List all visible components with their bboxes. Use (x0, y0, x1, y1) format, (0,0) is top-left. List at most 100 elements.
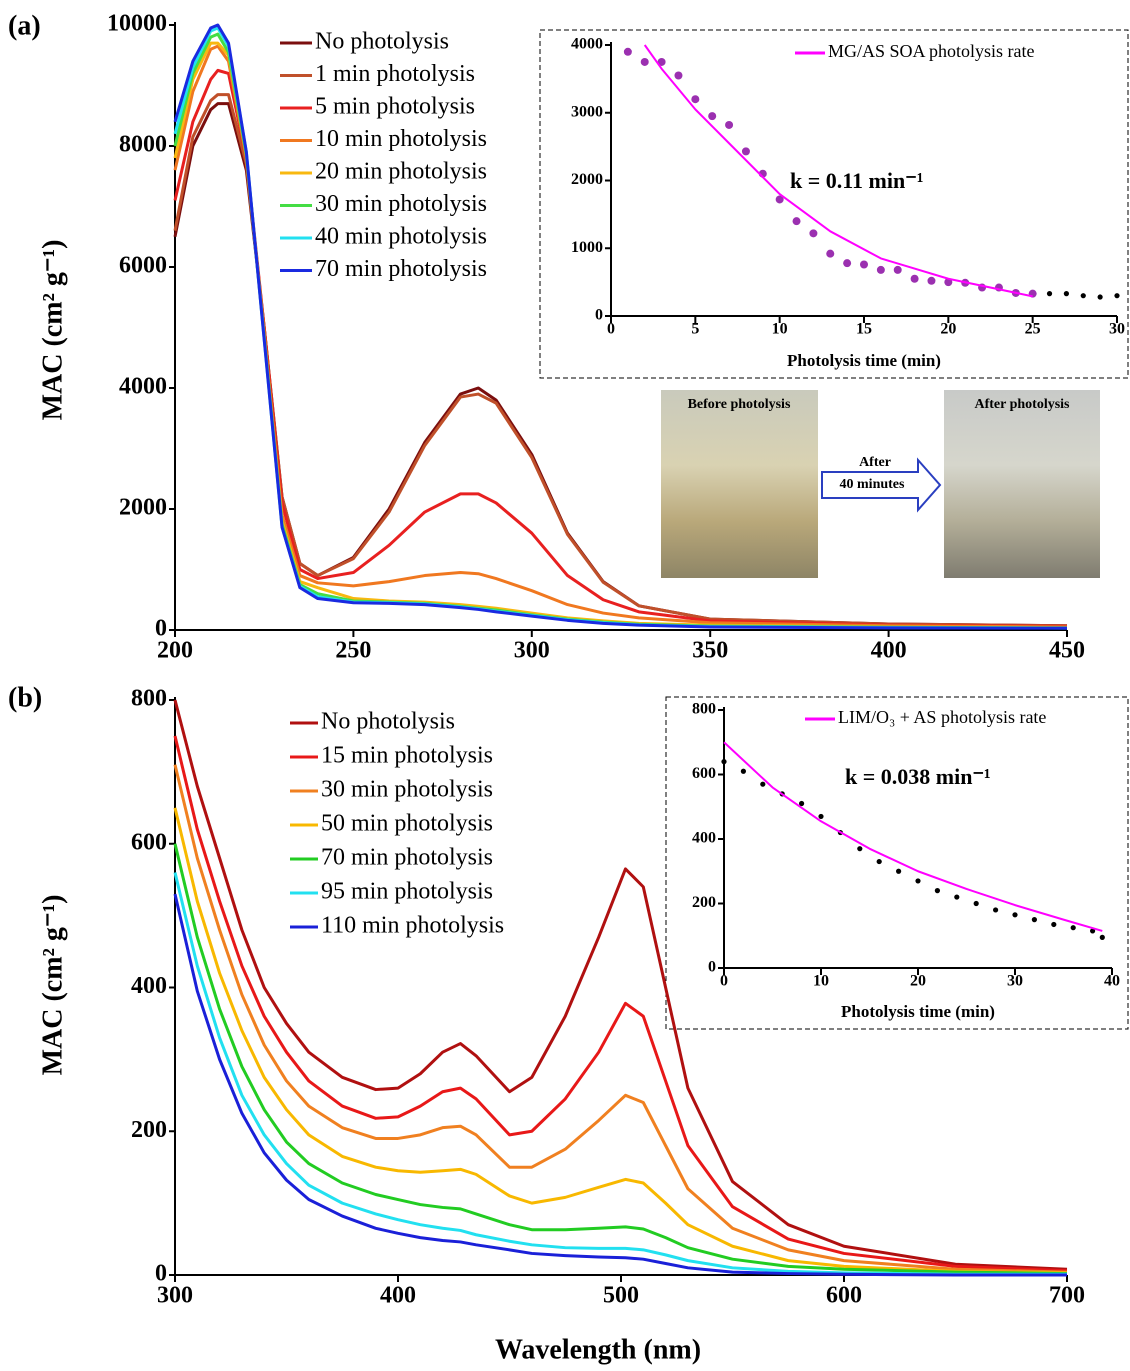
dot (818, 813, 824, 820)
dot (1046, 291, 1053, 297)
y-tick-label: 4000 (119, 374, 167, 400)
x-axis-label: Photolysis time (min) (787, 351, 941, 370)
photo-before (661, 390, 818, 578)
series-line (173, 807, 1068, 1275)
legend-label: 10 min photolysis (315, 126, 487, 152)
marker (623, 47, 632, 56)
y-tick-label: 1000 (571, 239, 603, 256)
x-tick-label: 30 (1007, 973, 1023, 990)
y-axis-label: MAC (cm² g⁻¹) (37, 895, 68, 1076)
marker (809, 229, 818, 238)
marker (691, 95, 700, 104)
dot (1031, 917, 1037, 923)
legend-label: LIM/O₃ + AS photolysis rate (838, 707, 1046, 727)
series-line (173, 32, 1068, 630)
legend-label: No photolysis (315, 29, 449, 55)
legend-label: 40 min photolysis (315, 224, 487, 250)
y-tick-label: 0 (708, 959, 716, 976)
dot (721, 759, 727, 765)
panel-label: (b) (8, 682, 42, 713)
marker (775, 195, 784, 204)
dot (1114, 293, 1120, 299)
dot (1090, 928, 1096, 934)
y-tick-label: 800 (131, 686, 167, 712)
x-tick-label: 700 (1049, 1283, 1085, 1309)
series-line (723, 741, 1103, 932)
y-tick-label: 600 (692, 765, 716, 782)
dot (1080, 293, 1086, 299)
series-line (173, 44, 1068, 629)
x-axis-label: Wavelength (nm) (495, 1334, 701, 1365)
marker (927, 276, 936, 285)
x-tick-label: 10 (772, 321, 788, 338)
x-tick-label: 200 (157, 638, 193, 664)
marker (708, 112, 717, 121)
marker (876, 265, 885, 274)
marker (860, 260, 868, 269)
series-line (173, 26, 1068, 630)
y-tick-label: 0 (155, 616, 167, 642)
y-tick-label: 2000 (571, 171, 603, 188)
dot (1099, 934, 1105, 940)
legend-label: No photolysis (321, 709, 455, 735)
legend-label: 95 min photolysis (321, 879, 493, 905)
x-tick-label: 15 (856, 321, 872, 338)
dot (760, 781, 766, 787)
series-line (643, 44, 1033, 298)
marker (725, 120, 734, 129)
series-line (173, 843, 1068, 1276)
marker (674, 71, 683, 80)
y-tick-label: 4000 (571, 36, 603, 53)
dot (799, 800, 805, 807)
y-tick-label: 6000 (119, 253, 167, 279)
dot (934, 888, 941, 894)
x-tick-label: 30 (1109, 321, 1125, 338)
y-tick-label: 600 (131, 829, 167, 855)
y-axis-label: MAC (cm² g⁻¹) (37, 240, 68, 421)
x-tick-label: 0 (607, 321, 615, 338)
x-tick-label: 25 (1025, 321, 1041, 338)
x-tick-label: 20 (940, 321, 956, 338)
x-tick-label: 400 (871, 638, 907, 664)
legend-label: MG/AS SOA photolysis rate (828, 41, 1035, 61)
panel-label: (a) (8, 10, 41, 41)
marker (893, 265, 902, 274)
y-tick-label: 10000 (107, 11, 167, 37)
dot (973, 900, 979, 907)
series-line (173, 93, 1068, 628)
x-tick-label: 0 (720, 973, 728, 990)
dot (954, 894, 960, 900)
legend-label: 5 min photolysis (315, 94, 475, 120)
dot (915, 878, 921, 884)
series-line (173, 23, 1068, 630)
x-tick-label: 40 (1104, 973, 1120, 990)
marker (640, 57, 649, 66)
y-tick-label: 400 (692, 830, 716, 847)
arrow (821, 457, 942, 513)
y-tick-label: 0 (155, 1261, 167, 1287)
y-tick-label: 3000 (571, 103, 603, 120)
series-line (173, 893, 1067, 1277)
dot (876, 858, 882, 865)
annotation: Before photolysis (688, 397, 791, 412)
series-line (173, 41, 1068, 630)
x-tick-label: 350 (692, 638, 728, 664)
marker (741, 147, 750, 156)
marker (826, 249, 835, 258)
legend-label: 110 min photolysis (321, 913, 504, 939)
annotation: 40 minutes (840, 477, 906, 492)
annotation: k = 0.038 min⁻¹ (845, 764, 991, 789)
y-tick-label: 800 (692, 701, 716, 718)
legend-label: 15 min photolysis (321, 743, 493, 769)
dot (1063, 291, 1069, 297)
x-tick-label: 300 (157, 1283, 193, 1309)
legend-label: 70 min photolysis (321, 845, 493, 871)
series-line (173, 735, 1068, 1273)
annotation: After photolysis (974, 397, 1070, 412)
y-tick-label: 200 (131, 1117, 167, 1143)
legend-label: 1 min photolysis (315, 61, 475, 87)
photo-after (944, 390, 1100, 578)
x-tick-label: 500 (603, 1283, 639, 1309)
inset-frame (665, 696, 1129, 1030)
